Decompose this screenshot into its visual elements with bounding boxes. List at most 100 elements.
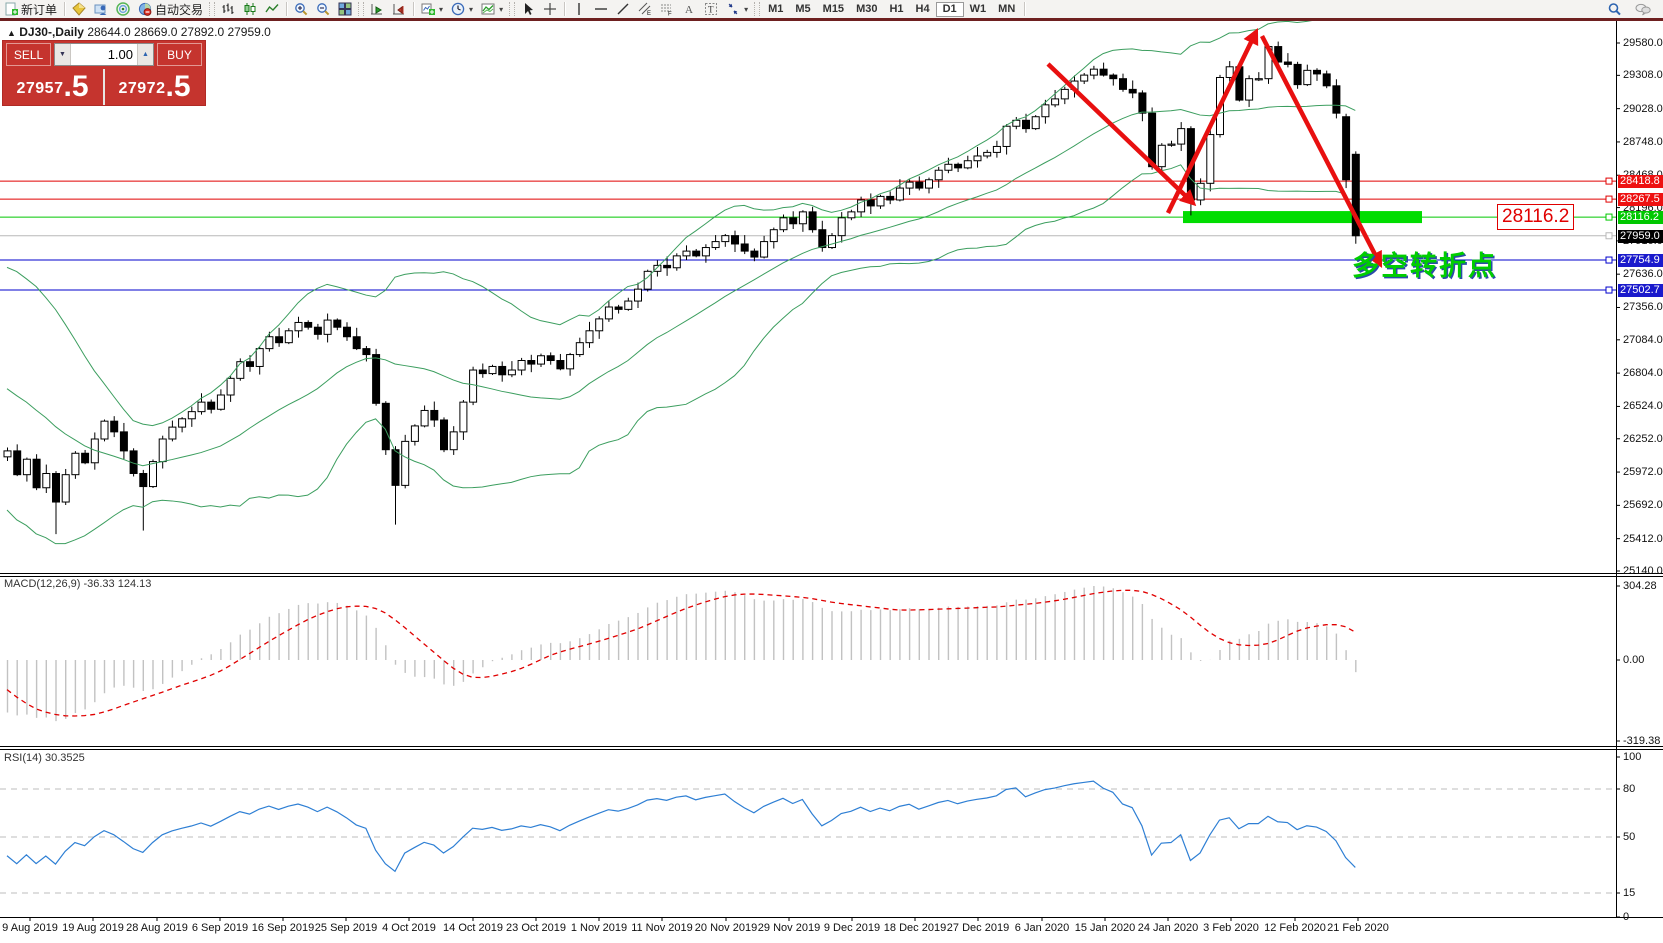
rsi-axis-label: 100 [1623,751,1642,763]
toolbar-grip [358,2,365,16]
template-icon [481,2,495,16]
line-chart-icon [265,2,279,16]
trendline-button[interactable] [612,1,634,17]
date-axis-label: 19 Aug 2019 [62,922,124,934]
tab-timeframe-M1[interactable]: M1 [768,2,784,15]
dropdown-caret: ▾ [499,4,504,14]
sell-price[interactable]: 27957.5 [3,68,102,105]
channel-icon: E [638,2,652,16]
signal-button[interactable] [112,1,134,17]
price-callout-label[interactable]: 28116.2 [1497,204,1575,230]
timeframe-menu-button[interactable]: ▾ [447,1,477,17]
tile-windows-button[interactable] [334,1,356,17]
price-axis-label: 29580.0 [1623,37,1663,49]
price-axis-label: 28748.0 [1623,135,1663,148]
date-axis-label: 6 Sep 2019 [191,922,249,934]
price-axis-label: 27084.0 [1623,333,1663,346]
bar-chart-icon [221,2,235,16]
tab-timeframe-W1[interactable]: W1 [969,2,987,15]
tab-timeframe-M5[interactable]: M5 [795,2,811,15]
toolbar-grip [509,2,516,16]
chart-shift-icon [392,2,406,16]
new-order-button[interactable]: 新订单 [0,1,61,17]
zoom-out-button[interactable] [312,1,334,17]
chart-window: ▲ DJ30-,Daily 28644.0 28669.0 27892.0 27… [0,21,1663,943]
ohlc-values: 28644.0 28669.0 27892.0 27959.0 [87,25,271,39]
text-label-icon: T [704,2,718,16]
auto-scroll-button[interactable] [366,1,388,17]
rsi-axis-label: 0 [1623,911,1630,923]
cursor-button[interactable] [517,1,539,17]
chat-button[interactable] [1631,1,1653,17]
price-axis-label: 27636.0 [1623,268,1663,281]
crosshair-button[interactable] [539,1,561,17]
search-button[interactable] [1603,1,1625,17]
price-level-badge: 28116.2 [1618,211,1663,225]
sell-price-frac: .5 [63,70,89,103]
date-axis-label: 9 Dec 2019 [823,922,881,934]
text-icon: A [682,2,696,16]
date-axis-label: 27 Dec 2019 [946,922,1010,934]
date-axis-label: 3 Feb 2020 [1203,922,1259,934]
shapes-icon [726,2,740,16]
price-level-badge: 27959.0 [1618,229,1663,243]
dropdown-caret: ▾ [469,4,474,14]
sell-button[interactable]: SELL [6,43,51,66]
date-axis-label: 4 Oct 2019 [382,922,436,934]
autotrade-button[interactable]: 自动交易 [134,1,207,17]
clock-icon [451,2,465,16]
profile-button[interactable] [68,1,90,17]
market-watch-button[interactable] [90,1,112,17]
line-chart-button[interactable] [261,1,283,17]
bar-chart-button[interactable] [217,1,239,17]
text-label-button[interactable]: T [700,1,722,17]
price-axis-label: 29028.0 [1623,102,1663,115]
volume-decrease-button[interactable]: ▼ [55,44,71,65]
new-order-label: 新订单 [21,2,58,17]
horizontal-line-button[interactable] [590,1,612,17]
rsi-axis-label: 50 [1623,831,1636,843]
price-axis-label: 26252.0 [1623,432,1663,445]
candlestick-chart-icon [243,2,257,16]
fibonacci-button[interactable]: F [656,1,678,17]
tab-timeframe-M15[interactable]: M15 [822,2,845,15]
date-axis-label: 12 Feb 2020 [1264,922,1326,934]
text-button[interactable]: A [678,1,700,17]
candlestick-chart-button[interactable] [239,1,261,17]
volume-box: ▼ ▲ [54,43,154,66]
separator [286,2,288,16]
shapes-button[interactable]: ▾ [722,1,752,17]
add-indicator-button[interactable]: ▾ [417,1,447,17]
svg-text:T: T [708,5,714,15]
date-axis-label: 24 Jan 2020 [1137,922,1199,934]
turning-point-annotation[interactable]: 多空转折点 [1352,251,1497,281]
svg-text:E: E [647,11,651,16]
chart-canvas[interactable] [0,21,1663,943]
vertical-line-icon [572,2,586,16]
template-button[interactable]: ▾ [477,1,507,17]
window-accent-strip [0,18,1663,21]
date-axis-label: 15 Jan 2020 [1074,922,1136,934]
zoom-in-button[interactable] [290,1,312,17]
tab-timeframe-MN[interactable]: MN [998,2,1016,15]
crosshair-icon [543,2,557,16]
vertical-line-button[interactable] [568,1,590,17]
tab-timeframe-D1[interactable]: D1 [935,1,964,17]
tab-timeframe-H4[interactable]: H4 [915,2,930,15]
volume-input[interactable] [71,46,137,63]
separator [1024,2,1026,16]
buy-button[interactable]: BUY [157,43,202,66]
dropdown-caret: ▾ [439,4,444,14]
tab-timeframe-H1[interactable]: H1 [889,2,904,15]
chart-title: ▲ DJ30-,Daily 28644.0 28669.0 27892.0 27… [7,25,271,39]
chart-shift-button[interactable] [388,1,410,17]
price-level-badge: 27754.9 [1618,254,1663,268]
tab-timeframe-M30[interactable]: M30 [856,2,878,15]
separator [413,2,415,16]
svg-text:F: F [668,12,672,17]
price-axis-label: 25140.0 [1623,565,1663,577]
channel-button[interactable]: E [634,1,656,17]
buy-price[interactable]: 27972.5 [105,68,204,105]
volume-increase-button[interactable]: ▲ [137,44,153,65]
autotrade-icon [138,2,152,16]
